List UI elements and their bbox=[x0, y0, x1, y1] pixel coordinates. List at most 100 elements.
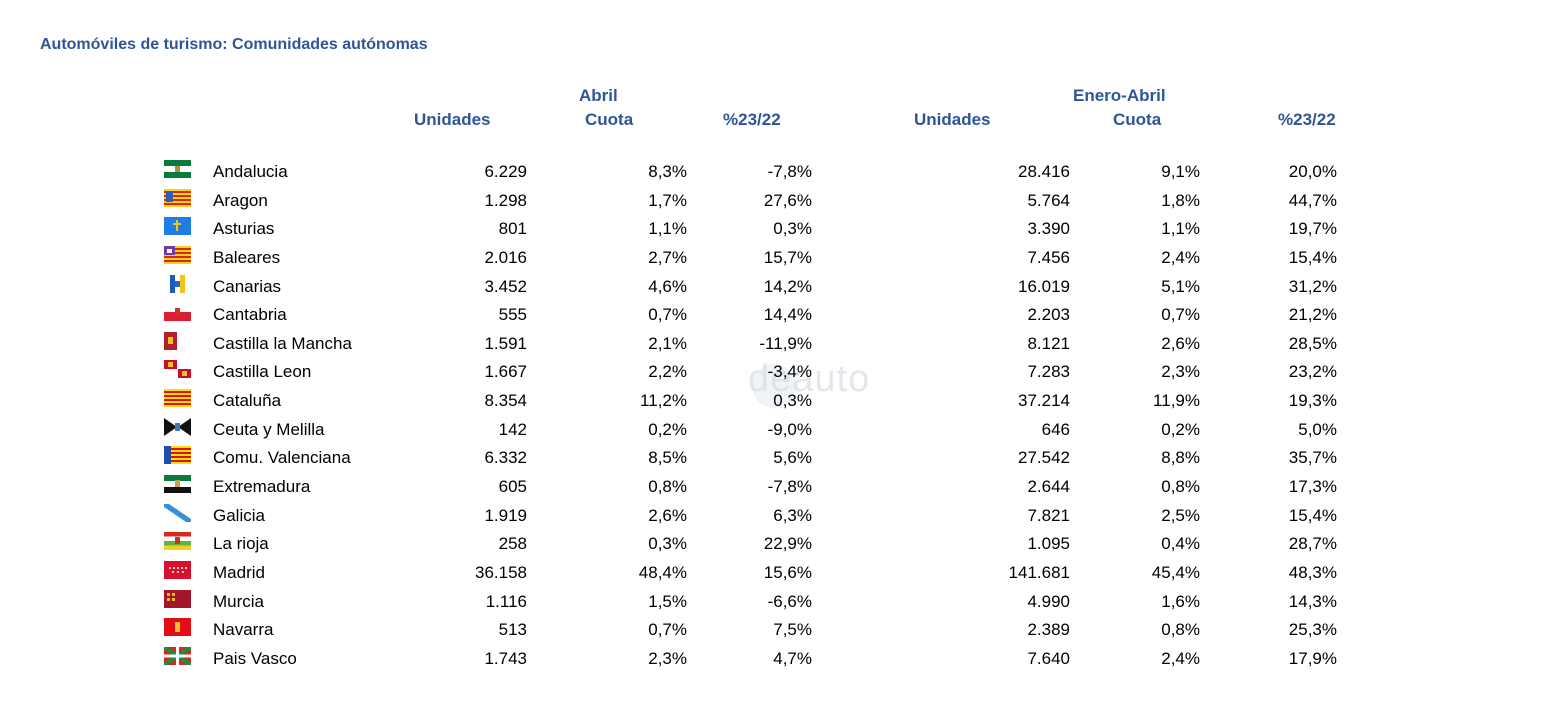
col-header-units-ytd: Unidades bbox=[914, 110, 991, 129]
units-ytd: 1.095 bbox=[1027, 534, 1070, 554]
region-name: Castilla Leon bbox=[213, 362, 312, 382]
units-april: 801 bbox=[498, 219, 527, 239]
share-april: 4,6% bbox=[648, 276, 687, 296]
units-april: 1.591 bbox=[484, 333, 527, 353]
change-april: 15,7% bbox=[763, 247, 812, 267]
region-name: Galicia bbox=[213, 505, 265, 525]
region-name: Cantabria bbox=[213, 305, 287, 325]
table-row: Castilla Leon 1.667 2,2% -3,4% 7.283 2,3… bbox=[0, 358, 1550, 387]
share-april: 0,2% bbox=[648, 419, 687, 439]
group-header-april: Abril bbox=[579, 86, 618, 105]
units-april: 258 bbox=[498, 534, 527, 554]
units-april: 513 bbox=[498, 620, 527, 640]
units-ytd: 8.121 bbox=[1027, 333, 1070, 353]
change-april: 27,6% bbox=[763, 190, 812, 210]
castilla-la-mancha-flag-icon bbox=[164, 331, 191, 350]
change-april: 5,6% bbox=[773, 448, 812, 468]
region-name: La rioja bbox=[213, 534, 269, 554]
share-ytd: 2,4% bbox=[1161, 648, 1200, 668]
watermark-logo-icon bbox=[752, 364, 796, 408]
pais-vasco-flag-icon bbox=[164, 646, 191, 665]
change-april: 7,5% bbox=[773, 620, 812, 640]
share-april: 0,3% bbox=[648, 534, 687, 554]
change-ytd: 21,2% bbox=[1288, 305, 1337, 325]
region-name: Extremadura bbox=[213, 477, 311, 497]
col-header-share-ytd: Cuota bbox=[1113, 110, 1162, 129]
share-ytd: 0,7% bbox=[1161, 305, 1200, 325]
region-name: Asturias bbox=[213, 219, 275, 239]
region-name: Madrid bbox=[213, 562, 265, 582]
change-ytd: 28,7% bbox=[1288, 534, 1337, 554]
change-ytd: 5,0% bbox=[1298, 419, 1337, 439]
share-ytd: 45,4% bbox=[1151, 562, 1200, 582]
units-ytd: 16.019 bbox=[1018, 276, 1070, 296]
table-row: Baleares 2.016 2,7% 15,7% 7.456 2,4% 15,… bbox=[0, 244, 1550, 273]
region-name: Pais Vasco bbox=[213, 648, 297, 668]
units-ytd: 7.456 bbox=[1027, 247, 1070, 267]
share-ytd: 5,1% bbox=[1161, 276, 1200, 296]
change-ytd: 44,7% bbox=[1288, 190, 1337, 210]
table-row: Asturias 801 1,1% 0,3% 3.390 1,1% 19,7% bbox=[0, 215, 1550, 244]
share-april: 2,2% bbox=[648, 362, 687, 382]
change-ytd: 19,7% bbox=[1288, 219, 1337, 239]
navarra-flag-icon bbox=[164, 618, 191, 637]
share-ytd: 1,6% bbox=[1161, 591, 1200, 611]
units-april: 8.354 bbox=[484, 391, 527, 411]
table-row: Extremadura 605 0,8% -7,8% 2.644 0,8% 17… bbox=[0, 473, 1550, 502]
share-ytd: 2,6% bbox=[1161, 333, 1200, 353]
share-ytd: 0,8% bbox=[1161, 620, 1200, 640]
units-ytd: 7.821 bbox=[1027, 505, 1070, 525]
table-row: Castilla la Mancha 1.591 2,1% -11,9% 8.1… bbox=[0, 330, 1550, 359]
table-row: Navarra 513 0,7% 7,5% 2.389 0,8% 25,3% bbox=[0, 616, 1550, 645]
la-rioja-flag-icon bbox=[164, 532, 191, 551]
group-header-ytd: Enero-Abril bbox=[1073, 86, 1166, 105]
change-ytd: 15,4% bbox=[1288, 247, 1337, 267]
units-april: 3.452 bbox=[484, 276, 527, 296]
change-ytd: 14,3% bbox=[1288, 591, 1337, 611]
share-april: 2,1% bbox=[648, 333, 687, 353]
share-april: 2,3% bbox=[648, 648, 687, 668]
region-name: Ceuta y Melilla bbox=[213, 419, 325, 439]
madrid-flag-icon bbox=[164, 560, 191, 579]
share-ytd: 2,4% bbox=[1161, 247, 1200, 267]
cantabria-flag-icon bbox=[164, 303, 191, 322]
region-name: Castilla la Mancha bbox=[213, 333, 352, 353]
share-ytd: 2,3% bbox=[1161, 362, 1200, 382]
units-ytd: 4.990 bbox=[1027, 591, 1070, 611]
aragon-flag-icon bbox=[164, 188, 191, 207]
col-header-change-ytd: %23/22 bbox=[1278, 110, 1336, 129]
share-april: 0,7% bbox=[648, 620, 687, 640]
units-ytd: 2.203 bbox=[1027, 305, 1070, 325]
change-ytd: 48,3% bbox=[1288, 562, 1337, 582]
table-row: La rioja 258 0,3% 22,9% 1.095 0,4% 28,7% bbox=[0, 530, 1550, 559]
share-april: 1,7% bbox=[648, 190, 687, 210]
table-row: Galicia 1.919 2,6% 6,3% 7.821 2,5% 15,4% bbox=[0, 502, 1550, 531]
units-april: 36.158 bbox=[475, 562, 527, 582]
units-ytd: 7.640 bbox=[1027, 648, 1070, 668]
ceuta-melilla-flag-icon bbox=[164, 417, 191, 436]
change-april: -6,6% bbox=[767, 591, 812, 611]
table-row: Cataluña 8.354 11,2% 0,3% 37.214 11,9% 1… bbox=[0, 387, 1550, 416]
canarias-flag-icon bbox=[164, 274, 191, 293]
col-header-units-april: Unidades bbox=[414, 110, 491, 129]
units-april: 1.116 bbox=[485, 591, 527, 611]
units-ytd: 141.681 bbox=[1008, 562, 1070, 582]
valenciana-flag-icon bbox=[164, 446, 191, 465]
share-ytd: 0,8% bbox=[1161, 477, 1200, 497]
units-ytd: 3.390 bbox=[1027, 219, 1070, 239]
change-april: 15,6% bbox=[763, 562, 812, 582]
andalucia-flag-icon bbox=[164, 160, 191, 178]
share-ytd: 0,2% bbox=[1161, 419, 1200, 439]
share-april: 2,6% bbox=[648, 505, 687, 525]
region-name: Murcia bbox=[213, 591, 265, 611]
share-april: 1,1% bbox=[648, 219, 687, 239]
region-name: Comu. Valenciana bbox=[213, 448, 351, 468]
change-ytd: 35,7% bbox=[1288, 448, 1337, 468]
change-april: -7,8% bbox=[767, 477, 812, 497]
share-april: 8,3% bbox=[648, 162, 687, 181]
share-april: 8,5% bbox=[648, 448, 687, 468]
change-april: 14,2% bbox=[763, 276, 812, 296]
units-april: 1.298 bbox=[484, 190, 527, 210]
change-april: -9,0% bbox=[767, 419, 812, 439]
change-april: 22,9% bbox=[763, 534, 812, 554]
